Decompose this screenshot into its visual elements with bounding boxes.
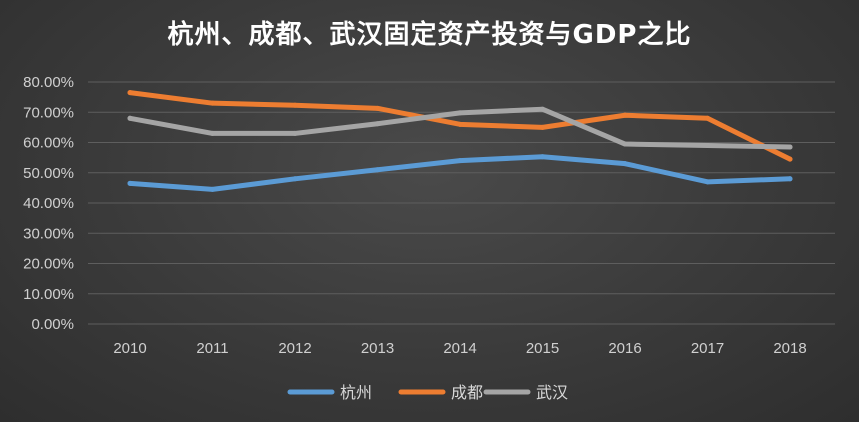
- data-point: [540, 124, 545, 130]
- data-point: [292, 130, 298, 136]
- y-tick-label: 10.00%: [23, 286, 74, 303]
- y-tick-label: 60.00%: [23, 135, 74, 152]
- x-axis-ticks: 2010 2011 2012 2013 2014 2015 2016 2017 2018: [113, 340, 806, 357]
- data-point: [375, 167, 380, 173]
- data-point: [210, 100, 215, 106]
- data-point: [457, 110, 463, 116]
- data-point: [375, 121, 380, 127]
- y-tick-label: 30.00%: [23, 225, 74, 242]
- y-tick-label: 40.00%: [23, 195, 74, 212]
- y-tick-label: 70.00%: [23, 104, 74, 121]
- x-tick-label: 2016: [608, 340, 641, 357]
- x-tick-label: 2015: [526, 340, 559, 357]
- x-tick-label: 2013: [361, 340, 394, 357]
- legend: 杭州 成都 武汉: [287, 383, 568, 402]
- x-tick-label: 2011: [196, 340, 228, 357]
- data-point: [127, 180, 133, 186]
- data-point: [787, 176, 793, 182]
- x-tick-label: 2018: [773, 340, 806, 357]
- data-point: [622, 112, 628, 118]
- data-point: [705, 143, 710, 149]
- data-point: [127, 115, 133, 121]
- data-point: [292, 102, 298, 108]
- data-point: [457, 121, 463, 127]
- y-axis-ticks: 0.00% 10.00% 20.00% 30.00% 40.00% 50.00% 60.00…: [23, 74, 74, 333]
- data-point: [540, 154, 545, 160]
- x-tick-label: 2014: [443, 340, 476, 357]
- series-lines: [127, 90, 793, 192]
- x-tick-label: 2017: [691, 340, 724, 357]
- chart-title: 杭州、成都、武汉固定资产投资与GDP之比: [167, 20, 692, 50]
- data-point: [457, 158, 463, 164]
- data-point: [210, 186, 215, 192]
- y-tick-label: 20.00%: [23, 256, 74, 273]
- y-tick-label: 50.00%: [23, 165, 74, 182]
- data-point: [540, 106, 545, 112]
- x-tick-label: 2012: [278, 340, 311, 357]
- legend-label: 成都: [451, 383, 483, 402]
- legend-label: 武汉: [536, 383, 568, 402]
- data-point: [705, 115, 710, 121]
- x-tick-label: 2010: [113, 340, 146, 357]
- data-point: [210, 130, 215, 136]
- data-point: [705, 179, 710, 185]
- data-point: [292, 176, 298, 182]
- legend-label: 杭州: [340, 383, 372, 402]
- data-point: [375, 105, 380, 111]
- data-point: [622, 161, 628, 167]
- gridlines: [88, 81, 835, 325]
- y-tick-label: 0.00%: [31, 316, 74, 333]
- data-point: [127, 90, 133, 96]
- data-point: [787, 156, 793, 162]
- data-point: [622, 141, 628, 147]
- y-tick-label: 80.00%: [23, 74, 74, 91]
- data-point: [787, 144, 793, 150]
